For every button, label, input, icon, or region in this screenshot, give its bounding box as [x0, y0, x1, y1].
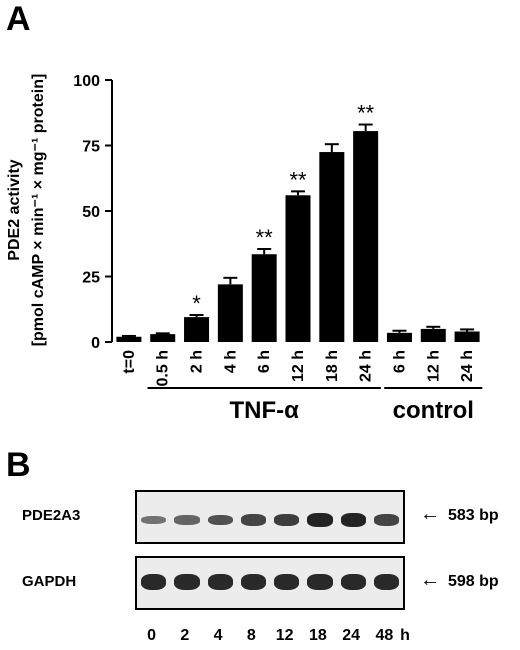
gel-arrow: ←: [420, 503, 440, 525]
panel-a-letter: A: [6, 0, 31, 38]
x-tick-label: 6 h: [256, 350, 273, 373]
bar: [285, 195, 311, 342]
gel-band: [174, 574, 200, 590]
lane-label: 18: [308, 627, 327, 644]
gel-band: [307, 574, 333, 590]
lane-label: 48: [375, 627, 394, 644]
gel-band: [373, 574, 399, 590]
chart-x-tick-labels: t=0 0.5 h 2 h 4 h 6 h 12 h 18 h 24 h 6 h 12 h 24 h: [121, 350, 476, 387]
lane-label: 12: [275, 627, 294, 644]
panel-b-letter: B: [6, 446, 31, 484]
x-tick-label: 0.5 h: [155, 350, 172, 386]
gel-band: [207, 514, 233, 526]
y-tick-label: 25: [82, 270, 100, 287]
bar: [386, 332, 412, 342]
lane-label: 24: [342, 627, 361, 644]
gel-image: [135, 490, 405, 544]
x-tick-label: 18 h: [324, 350, 341, 382]
bar: [319, 152, 345, 342]
gel-band: [307, 513, 333, 527]
x-tick-label: 24 h: [459, 350, 476, 382]
bar: [184, 317, 210, 342]
y-axis-label-line1: PDE2 activity: [6, 159, 23, 260]
group-label: TNF-α: [229, 397, 299, 424]
group-label: control: [393, 397, 474, 424]
lane-label: 4: [213, 627, 223, 644]
y-tick-label: 75: [82, 139, 100, 156]
bar: [420, 328, 446, 342]
gel-image: [135, 556, 405, 610]
bar: [116, 336, 142, 342]
significance-marker: *: [192, 291, 201, 316]
bar: [217, 284, 243, 342]
significance-marker: **: [256, 225, 274, 250]
gel-arrow: ←: [420, 569, 440, 591]
band-size-label: 583 bp: [448, 507, 499, 524]
gel-band: [240, 574, 266, 590]
bar: [454, 331, 480, 342]
x-tick-label: 12 h: [290, 350, 307, 382]
y-tick-label: 0: [91, 335, 100, 352]
lane-label: 8: [246, 627, 256, 644]
x-tick-label: 2 h: [189, 350, 206, 373]
significance-marker: **: [289, 167, 307, 192]
bar: [150, 334, 176, 342]
gel-band: [373, 514, 399, 526]
gel-band: [240, 514, 266, 526]
band-size-label: 598 bp: [448, 573, 499, 590]
gel-band: [340, 513, 366, 527]
chart-bars: *******: [116, 101, 480, 342]
x-tick-label: 4 h: [222, 350, 239, 373]
bar: [353, 131, 379, 342]
lane-label: 0: [147, 627, 157, 644]
gel-row-label: PDE2A3: [22, 507, 81, 524]
bar: [251, 254, 277, 342]
gel-band: [274, 514, 300, 526]
gel-band: [141, 515, 167, 525]
gel-band: [141, 574, 167, 590]
gel-band: [340, 574, 366, 590]
significance-marker: **: [357, 101, 375, 126]
x-tick-label: 6 h: [391, 350, 408, 373]
y-tick-label: 50: [82, 204, 100, 221]
x-tick-label: t=0: [121, 350, 138, 374]
lane-unit: h: [400, 627, 410, 644]
lane-label: 2: [180, 627, 190, 644]
gel-band: [207, 574, 233, 590]
gel-band: [274, 574, 300, 590]
y-tick-label: 100: [73, 73, 100, 90]
chart-axes: 0 25 50 75 100: [73, 73, 113, 352]
y-axis-label-line2: [pmol cAMP × min⁻¹ × mg⁻¹ protein]: [30, 74, 47, 347]
x-tick-label: 12 h: [425, 350, 442, 382]
chart-group-labels: TNF-α control: [147, 387, 483, 424]
gel-band: [174, 515, 200, 525]
gel-row-label: GAPDH: [22, 573, 77, 590]
x-tick-label: 24 h: [358, 350, 375, 382]
